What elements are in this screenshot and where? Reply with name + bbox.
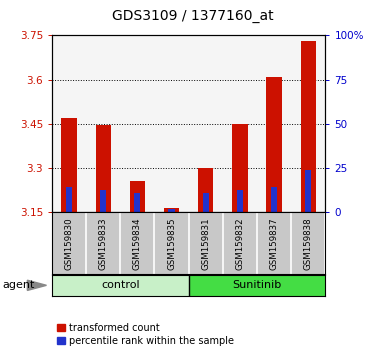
Text: GSM159832: GSM159832: [235, 217, 244, 270]
Text: control: control: [101, 280, 140, 290]
Bar: [164, 208, 179, 212]
Bar: [95, 125, 111, 212]
Text: GSM159831: GSM159831: [201, 217, 210, 270]
Bar: [301, 41, 316, 212]
Bar: [232, 124, 248, 212]
Bar: [237, 190, 243, 212]
Text: GSM159834: GSM159834: [133, 217, 142, 270]
Text: GSM159835: GSM159835: [167, 217, 176, 270]
Bar: [130, 181, 145, 212]
Text: GSM159830: GSM159830: [65, 217, 74, 270]
Bar: [305, 170, 311, 212]
Polygon shape: [27, 280, 47, 290]
Text: GSM159833: GSM159833: [99, 217, 108, 270]
Bar: [189, 275, 325, 296]
Bar: [271, 187, 277, 212]
Bar: [66, 187, 72, 212]
Text: GDS3109 / 1377160_at: GDS3109 / 1377160_at: [112, 9, 273, 23]
Bar: [52, 275, 189, 296]
Bar: [169, 209, 175, 212]
Text: GSM159838: GSM159838: [304, 217, 313, 270]
Bar: [203, 193, 209, 212]
Bar: [134, 193, 141, 212]
Bar: [61, 118, 77, 212]
Text: agent: agent: [2, 280, 34, 290]
Text: Sunitinib: Sunitinib: [233, 280, 281, 290]
Bar: [198, 168, 213, 212]
Bar: [100, 190, 106, 212]
Text: GSM159837: GSM159837: [270, 217, 279, 270]
Legend: transformed count, percentile rank within the sample: transformed count, percentile rank withi…: [57, 323, 234, 346]
Bar: [266, 77, 282, 212]
